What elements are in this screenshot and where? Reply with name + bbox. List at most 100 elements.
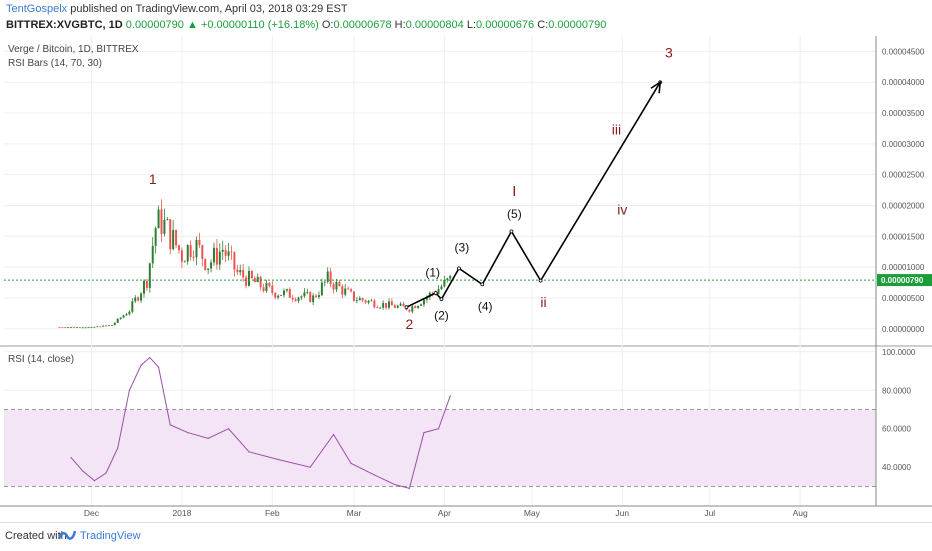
low-label: L: (466, 19, 477, 31)
rsi-point (149, 356, 151, 359)
candle (122, 314, 125, 319)
candle (215, 239, 218, 270)
candle (285, 288, 288, 293)
candle-body (172, 230, 175, 250)
candle-body (338, 281, 341, 287)
candle (350, 287, 353, 293)
candle (84, 327, 87, 329)
rsi-point (449, 395, 451, 397)
candle (116, 318, 119, 324)
candle (385, 303, 388, 310)
candle-body (122, 315, 125, 318)
candle-body (315, 295, 318, 297)
candle-body (212, 247, 215, 263)
candle-body (72, 327, 75, 328)
candle (355, 296, 358, 304)
candle-body (387, 301, 390, 308)
candle (131, 298, 134, 314)
rsi-line (70, 356, 451, 489)
candle-body (312, 295, 315, 303)
candle (277, 294, 280, 300)
candle-body (250, 270, 253, 279)
candle (87, 327, 90, 328)
candle-body (358, 298, 361, 301)
candle-body (169, 219, 172, 250)
rsi-point (93, 480, 96, 482)
ohlc-legend: BITTREX:XVGBTC, 1D 0.00000790 ▲ +0.00000… (6, 19, 606, 31)
rsi-band (4, 408, 876, 487)
wave-label: 2 (405, 316, 413, 332)
candle (399, 301, 402, 307)
created-with-text: Created with (5, 530, 67, 542)
candle (446, 277, 449, 283)
candle (411, 304, 414, 314)
rsi-band-fill (4, 409, 876, 487)
candle (64, 327, 67, 328)
candle (259, 275, 262, 291)
candle (335, 278, 338, 292)
price-tick-label: 0.00001000 (882, 263, 925, 272)
candle-body (347, 288, 350, 290)
candle-body (166, 219, 169, 221)
candle-body (396, 305, 399, 308)
candle (210, 259, 213, 273)
candle (422, 298, 425, 307)
rsi-point (350, 462, 352, 464)
candle-body (408, 309, 411, 312)
candle-body (323, 281, 326, 283)
wave-label: (5) (507, 207, 522, 221)
candle-body (326, 271, 329, 282)
candle-body (355, 300, 358, 302)
wave-vertex (439, 297, 444, 302)
chart-header: TentGospelx published on TradingView.com… (0, 0, 932, 36)
candle-body (332, 284, 335, 290)
candle (443, 275, 446, 288)
candle-body (177, 245, 180, 251)
candle (437, 284, 440, 295)
candle (370, 298, 373, 302)
tradingview-logo-icon (58, 530, 76, 540)
candle-body (198, 239, 201, 246)
candle (358, 296, 361, 301)
tradingview-brand[interactable]: TradingView (80, 530, 141, 542)
candle-body (183, 261, 186, 263)
candle-body (437, 289, 440, 294)
open-value: 0.00000678 (333, 19, 392, 31)
candle-body (230, 251, 233, 253)
candle-body (221, 249, 224, 252)
candle-body (236, 269, 239, 273)
candle-body (399, 303, 402, 306)
candle-body (271, 285, 274, 293)
candle (256, 273, 259, 283)
rsi-point (157, 366, 160, 368)
candle (125, 312, 128, 316)
candle-body (87, 327, 90, 328)
rsi-point (248, 451, 250, 453)
candle (169, 218, 172, 255)
candle (288, 287, 291, 298)
author-link[interactable]: TentGospelx (6, 3, 68, 15)
candle (172, 220, 175, 251)
candle (186, 244, 189, 265)
candle-body (367, 300, 370, 303)
candle-body (446, 278, 449, 280)
candle (227, 242, 230, 261)
candle-body (99, 326, 102, 328)
candle (67, 327, 70, 328)
candle (175, 229, 178, 249)
time-tick-label: May (524, 508, 541, 518)
candle (93, 326, 96, 328)
candle-body (210, 262, 213, 269)
last-price: 0.00000790 (125, 19, 184, 31)
candle-body (329, 271, 332, 285)
rsi-tick-label: 80.0000 (882, 386, 911, 395)
candle-body (300, 296, 303, 298)
high-label: H: (394, 19, 406, 31)
footer: Created with TradingView (0, 522, 932, 551)
candle-body (125, 314, 128, 316)
rsi-point (309, 466, 311, 468)
wave-label: (1) (425, 265, 440, 279)
candle-body (93, 326, 96, 328)
